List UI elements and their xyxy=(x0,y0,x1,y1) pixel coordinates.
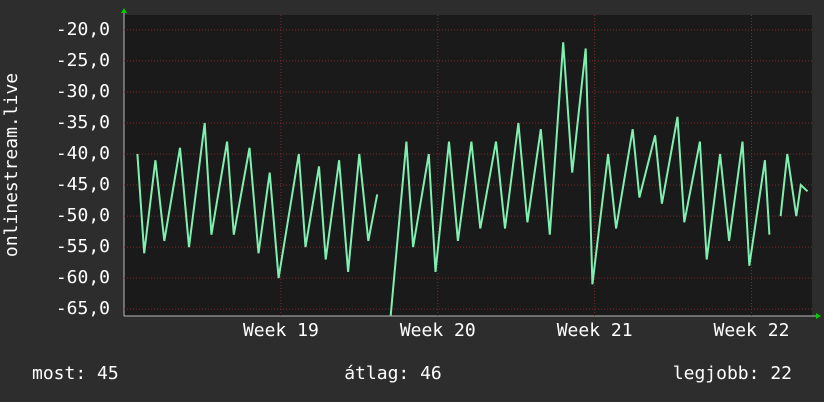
y-tick-label: -20,0 xyxy=(56,19,110,40)
y-tick-label: -25,0 xyxy=(56,50,110,71)
y-tick-label: -35,0 xyxy=(56,112,110,133)
footer-current: most: 45 xyxy=(32,363,119,384)
y-tick-label: -40,0 xyxy=(56,143,110,164)
y-tick-label: -30,0 xyxy=(56,81,110,102)
footer-max: legjobb: 22 xyxy=(673,363,792,384)
x-arrow xyxy=(816,313,821,319)
y-tick-label: -65,0 xyxy=(56,298,110,319)
x-tick-label: Week 22 xyxy=(714,320,790,341)
y-arrow xyxy=(121,8,127,13)
x-tick-label: Week 21 xyxy=(557,320,633,341)
y-tick-label: -45,0 xyxy=(56,174,110,195)
y-axis-label: onlinestream.live xyxy=(1,73,22,257)
x-tick-label: Week 19 xyxy=(243,320,319,341)
x-tick-label: Week 20 xyxy=(400,320,476,341)
data-line xyxy=(136,42,809,316)
footer-average: átlag: 46 xyxy=(344,363,442,384)
y-tick-label: -60,0 xyxy=(56,267,110,288)
y-tick-label: -50,0 xyxy=(56,205,110,226)
y-tick-label: -55,0 xyxy=(56,236,110,257)
